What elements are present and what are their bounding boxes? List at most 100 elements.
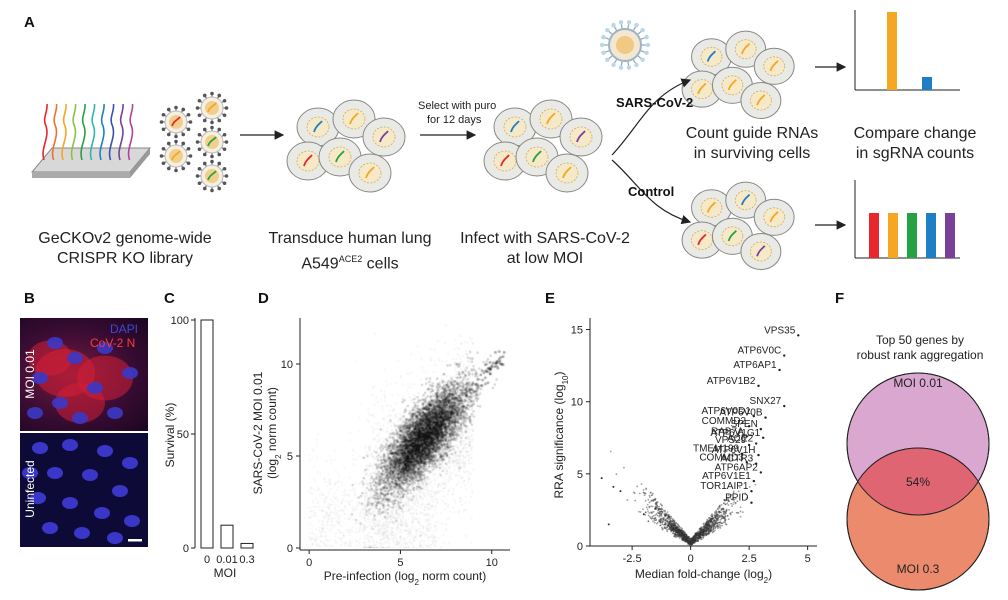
- sgrna-strand: [108, 103, 115, 161]
- gene-point: [754, 462, 758, 465]
- gene-label: VPS29: [715, 435, 747, 446]
- gene-label: ATP6V0B: [719, 408, 762, 419]
- micrograph-moi-001: [20, 318, 148, 431]
- x-tick-label: -2.5: [623, 553, 642, 565]
- gene-label: COMMD2: [702, 416, 747, 427]
- gene-label: SNX27: [750, 396, 782, 407]
- micrograph-uninfected: [20, 433, 148, 547]
- cell-icon: [483, 141, 527, 181]
- nucleus: [94, 507, 110, 519]
- gene-point: [752, 414, 756, 418]
- workflow-diagram: Select with puro for 12 days SARS-CoV-2 …: [30, 10, 960, 271]
- cell-icon: [753, 47, 795, 85]
- x-tick-label: 10: [486, 557, 498, 569]
- gene-point: [747, 443, 751, 447]
- gene-point: [750, 501, 753, 504]
- caption-transduce: Transduce human lung A549ACE2 cells: [268, 230, 432, 273]
- nucleus: [87, 382, 103, 394]
- sgrna-strand: [42, 103, 48, 161]
- x-tick-label: 5: [805, 553, 811, 565]
- cell-icon: [332, 99, 376, 139]
- nucleus: [82, 469, 98, 481]
- cell-cluster-transduce: [286, 99, 406, 193]
- gene-point: [759, 471, 763, 474]
- uninfected-label: Uninfected: [23, 460, 37, 518]
- cell-cluster-sars: [681, 30, 795, 120]
- select-line1: Select with puro: [418, 100, 496, 112]
- gene-point: [778, 368, 781, 372]
- gene-label: VPS35: [764, 325, 796, 336]
- cell-icon: [753, 198, 795, 236]
- cell-icon: [545, 153, 589, 193]
- gene-label: ACTR3: [720, 454, 753, 465]
- result-chart-control: [854, 180, 960, 259]
- rra-volcano-plot: -2.5 0 2.5 5 0 5 10 15 VPS35 ATP6V0C ATP6AP1 ATP6V1…: [552, 318, 817, 585]
- y-tick-label: 10: [571, 397, 583, 409]
- gene-label: TMEM199: [693, 444, 740, 455]
- nucleus: [32, 442, 48, 454]
- gene-point: [783, 354, 786, 357]
- y-tick-label: 5: [577, 469, 583, 481]
- nucleus: [30, 492, 46, 504]
- gene-label: ATP6V0C: [738, 346, 782, 357]
- nucleus: [122, 367, 138, 379]
- library-strands: [42, 103, 134, 161]
- moi-label: MOI 0.01: [23, 349, 37, 399]
- sgrna-strand: [80, 103, 86, 161]
- cell-icon: [529, 99, 573, 139]
- venn-overlap-label: 54%: [906, 475, 930, 489]
- cell-icon: [559, 117, 603, 157]
- survival-bar: [200, 319, 214, 549]
- panel-label-f: F: [835, 290, 845, 307]
- arrow-control: [611, 159, 692, 225]
- cell-icon: [296, 107, 340, 147]
- nucleus: [112, 485, 128, 497]
- caption-library: GeCKOv2 genome-wide CRISPR KO library: [38, 230, 212, 267]
- gene-label: ATP6AP2: [715, 462, 759, 473]
- panel-label-d: D: [258, 290, 269, 307]
- nucleus: [97, 445, 113, 457]
- sgrna-strand: [89, 103, 96, 161]
- gene-point: [752, 479, 756, 483]
- lentivirus-icon: [159, 105, 193, 139]
- y-axis-label: Survival (%): [163, 403, 177, 468]
- sgrna-strand: [51, 103, 58, 161]
- nucleus: [62, 497, 78, 509]
- cell-icon: [286, 141, 330, 181]
- caption-compare: Compare change in sgRNA counts: [853, 125, 977, 162]
- gene-point: [747, 425, 751, 428]
- bar-orange: [887, 12, 897, 90]
- gene-point: [797, 334, 800, 337]
- gene-point: [754, 442, 758, 445]
- gene-point: [761, 436, 765, 439]
- nucleus: [27, 407, 43, 419]
- sgrna-strand: [118, 103, 124, 161]
- gene-point: [783, 404, 786, 408]
- sgrna-strand: [127, 103, 134, 161]
- nucleus: [62, 439, 78, 451]
- gene-label: ATP6AP1: [733, 360, 777, 371]
- venn-diagram: MOI 0.01 54% MOI 0.3: [846, 372, 990, 591]
- cell-icon: [740, 81, 782, 120]
- nucleus: [72, 412, 88, 424]
- select-line2: for 12 days: [427, 114, 482, 126]
- gene-label: ATP6V0D1: [702, 406, 752, 417]
- dapi-label: DAPI: [110, 322, 139, 336]
- y-axis-label-line2: (log2 norm count): [265, 387, 283, 479]
- branch-sars-label: SARS-CoV-2: [616, 95, 693, 110]
- cell-icon: [681, 70, 723, 108]
- nucleus: [52, 397, 68, 409]
- bar-blue: [922, 77, 932, 90]
- x-axis-label: Pre-infection (log2 norm count): [324, 569, 487, 587]
- gene-point: [750, 489, 753, 493]
- y-axis-label: RRA significance (log10): [552, 372, 570, 499]
- scale-bar: [128, 539, 142, 542]
- y-tick-label: 100: [171, 315, 189, 327]
- nucleus: [74, 527, 90, 539]
- y-tick-label: 50: [177, 429, 189, 441]
- panel-label-a: A: [24, 14, 35, 31]
- venn-top-label: MOI 0.01: [893, 376, 943, 390]
- gene-label: SPEN: [731, 419, 758, 430]
- gene-cloud: [600, 450, 757, 546]
